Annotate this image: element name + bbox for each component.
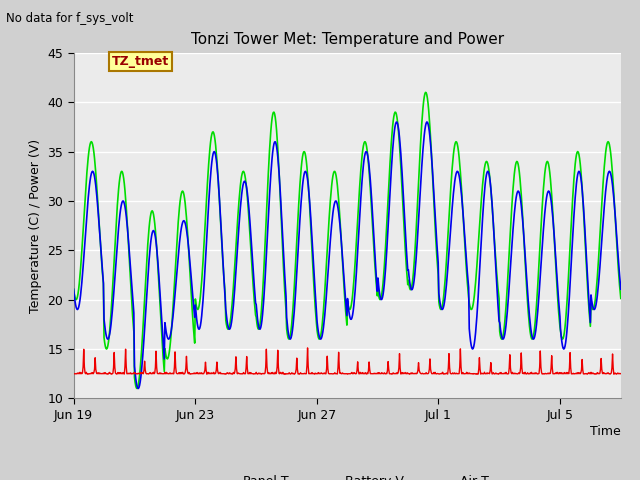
Text: TZ_tmet: TZ_tmet [112,55,169,68]
Text: Time: Time [590,425,621,438]
Title: Tonzi Tower Met: Temperature and Power: Tonzi Tower Met: Temperature and Power [191,33,504,48]
Text: No data for f_sys_volt: No data for f_sys_volt [6,12,134,25]
Legend: Panel T, Battery V, Air T: Panel T, Battery V, Air T [200,470,494,480]
Y-axis label: Temperature (C) / Power (V): Temperature (C) / Power (V) [29,139,42,312]
